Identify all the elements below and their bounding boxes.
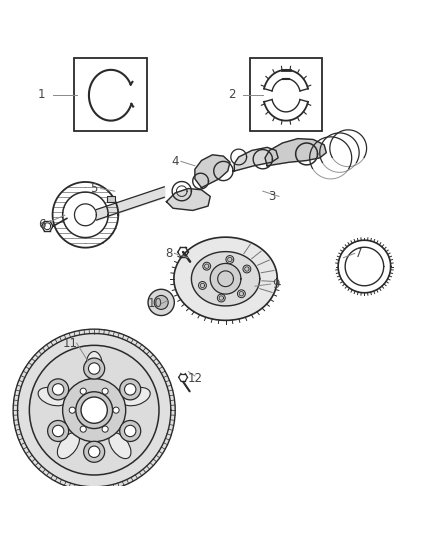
Polygon shape <box>166 189 210 211</box>
Circle shape <box>198 281 206 289</box>
Text: 6: 6 <box>38 219 46 231</box>
Text: 11: 11 <box>63 337 78 350</box>
Text: 5: 5 <box>91 182 98 195</box>
Circle shape <box>237 290 245 298</box>
Circle shape <box>13 329 175 491</box>
Polygon shape <box>234 147 278 171</box>
Circle shape <box>102 388 108 394</box>
Ellipse shape <box>109 433 131 458</box>
Circle shape <box>88 363 100 374</box>
Ellipse shape <box>57 433 79 458</box>
Text: 10: 10 <box>148 297 163 310</box>
Bar <box>74 59 147 131</box>
Circle shape <box>53 425 64 437</box>
Circle shape <box>48 421 69 441</box>
Circle shape <box>69 407 75 413</box>
Polygon shape <box>174 237 277 320</box>
Circle shape <box>80 388 86 394</box>
Circle shape <box>124 425 136 437</box>
Text: 9: 9 <box>272 278 280 290</box>
Circle shape <box>48 379 69 400</box>
Circle shape <box>76 392 113 429</box>
Bar <box>107 197 115 201</box>
Circle shape <box>81 397 107 423</box>
Circle shape <box>29 345 159 475</box>
Ellipse shape <box>86 351 102 381</box>
Polygon shape <box>265 139 326 166</box>
Polygon shape <box>191 252 260 306</box>
Text: 7: 7 <box>355 247 363 260</box>
Circle shape <box>80 426 86 432</box>
Circle shape <box>203 262 211 270</box>
Text: 1: 1 <box>38 88 46 101</box>
Circle shape <box>53 384 64 395</box>
Ellipse shape <box>121 387 150 406</box>
Circle shape <box>217 294 225 302</box>
Circle shape <box>120 421 141 441</box>
Circle shape <box>88 446 100 457</box>
Circle shape <box>124 384 136 395</box>
Circle shape <box>113 407 119 413</box>
Circle shape <box>102 426 108 432</box>
Text: 4: 4 <box>171 155 179 168</box>
Polygon shape <box>195 155 230 188</box>
Circle shape <box>243 265 251 273</box>
Circle shape <box>226 255 234 263</box>
Text: 2: 2 <box>228 88 236 101</box>
Circle shape <box>84 441 105 462</box>
Circle shape <box>154 295 168 310</box>
Text: 8: 8 <box>165 247 172 260</box>
Text: 12: 12 <box>187 372 202 385</box>
Circle shape <box>84 358 105 379</box>
Circle shape <box>148 289 174 316</box>
Circle shape <box>210 263 241 294</box>
Circle shape <box>63 378 126 442</box>
Ellipse shape <box>38 387 67 406</box>
Bar <box>250 59 322 131</box>
Text: 3: 3 <box>268 190 275 203</box>
Circle shape <box>120 379 141 400</box>
